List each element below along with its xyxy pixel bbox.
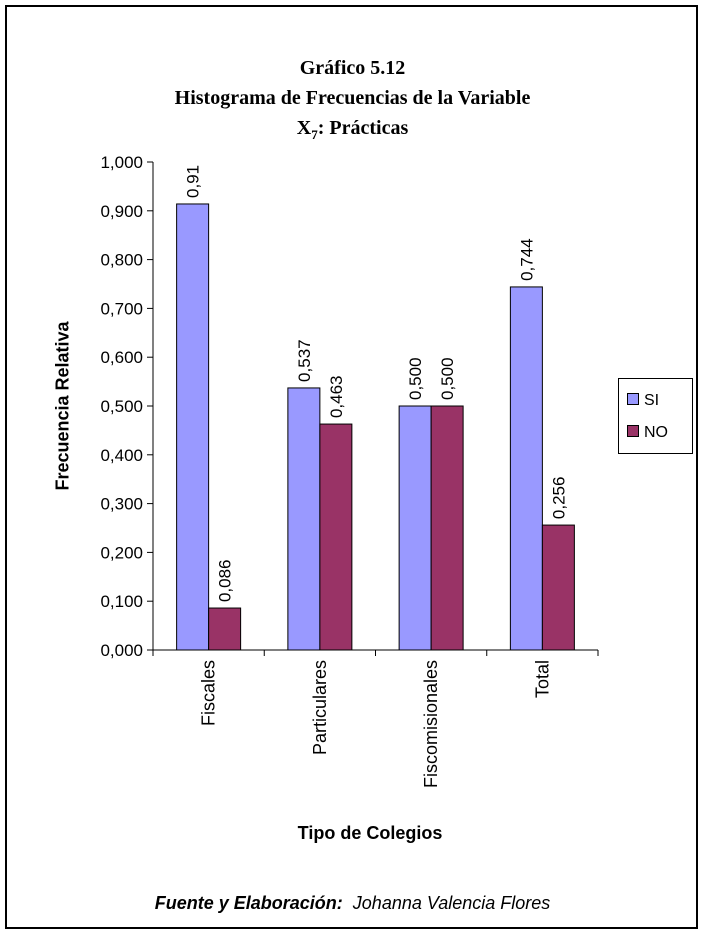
y-tick-label: 0,300 [100,495,143,514]
chart-title-line-3: X7: Prácticas [0,117,705,143]
x-tick-label: Fiscales [199,660,219,726]
bar-si-fiscales [176,203,210,651]
legend-label-si: SI [644,392,660,409]
legend: SI NO [618,378,693,454]
legend-swatch-si [627,392,639,405]
y-tick-label: 0,400 [100,446,143,465]
legend-swatch-no [627,424,639,437]
chart-title-line-2: Histograma de Frecuencias de la Variable [174,87,531,109]
y-tick-label: 0,800 [100,251,143,270]
data-label: 0,463 [327,376,346,419]
y-tick-label: 0,100 [100,592,143,611]
source-label: Fuente y Elaboración: [154,893,343,913]
data-label: 0,91 [184,165,203,198]
y-tick-label: 0,900 [100,202,143,221]
bar-si-fiscomisionales [398,405,432,651]
x-tick-label: Fiscomisionales [421,660,441,788]
bar-no-particulares [319,423,353,651]
y-tick-label: 0,200 [100,543,143,562]
data-label: 0,500 [406,357,425,400]
bar-no-total [541,524,575,651]
y-axis-label-text: Frecuencia Relativa [52,321,73,491]
y-tick-label: 0,000 [100,641,143,660]
title-variable: X [296,117,312,139]
y-tick-label: 0,700 [100,299,143,318]
x-axis-label: Tipo de Colegios [297,823,443,843]
x-tick-label: Total [532,660,552,698]
y-tick-label: 1,000 [100,153,143,172]
data-label: 0,500 [438,357,457,400]
y-tick-label: 0,600 [100,348,143,367]
data-label: 0,744 [517,238,536,281]
data-label: 0,537 [295,339,314,382]
data-label: 0,256 [549,477,568,520]
y-tick-label: 0,500 [100,397,143,416]
bar-si-particulares [287,387,321,651]
source-note: Fuente y Elaboración: Johanna Valencia F… [0,893,705,914]
chart-title-line-1: Gráfico 5.12 [299,57,406,79]
source-author: Johanna Valencia Flores [352,893,551,913]
bar-no-fiscales [208,607,242,651]
bar-no-fiscomisionales [430,405,464,651]
legend-label-no: NO [644,424,668,441]
legend-item-no: NO [627,424,668,442]
title-variable-name: : Prácticas [317,117,409,139]
bar-si-total [509,286,543,651]
title-variable-subscript: 7 [311,127,318,142]
data-label: 0,086 [216,559,235,602]
x-tick-label: Particulares [310,660,330,755]
legend-item-si: SI [627,392,659,410]
